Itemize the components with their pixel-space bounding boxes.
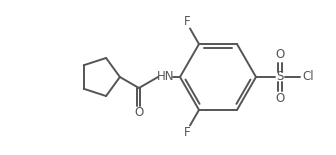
Text: O: O (276, 93, 285, 106)
Text: O: O (276, 49, 285, 62)
Text: Cl: Cl (302, 71, 314, 84)
Text: HN: HN (157, 71, 175, 84)
Text: S: S (276, 71, 284, 84)
Text: F: F (184, 15, 190, 28)
Text: F: F (184, 126, 190, 139)
Text: O: O (134, 106, 143, 120)
